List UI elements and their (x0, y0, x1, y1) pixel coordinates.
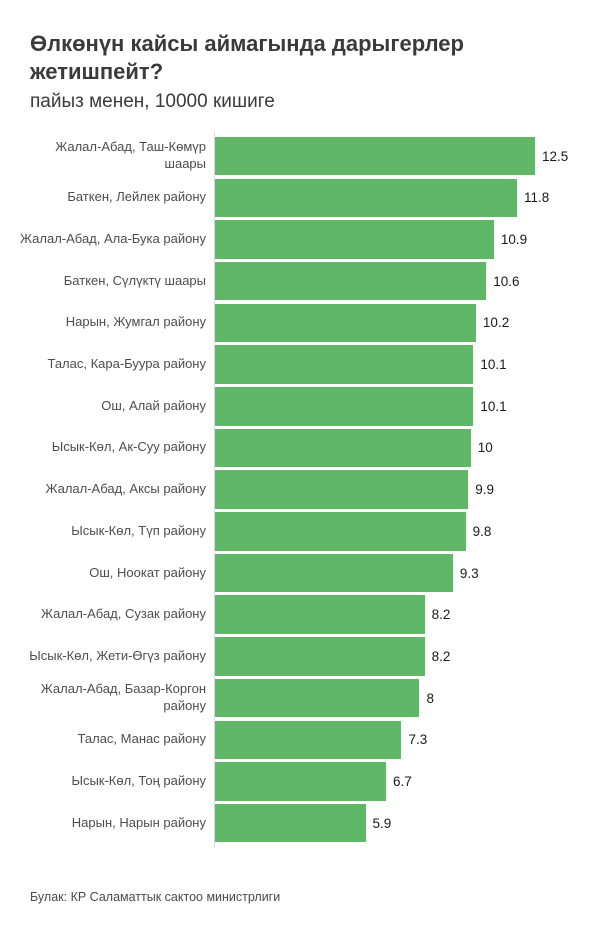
bar-row: Нарын, Жумгал району 10.2 (0, 303, 600, 343)
bar-category-label: Жалал-Абад, Аксы району (45, 481, 206, 497)
bar-track: 6.7 (214, 762, 600, 801)
bar-row: Жалал-Абад, Таш-Көмүр шаары 12.5 (0, 136, 600, 176)
source-note: Булак: КР Саламаттык сактоо министрлиги (30, 890, 281, 904)
bar (214, 261, 487, 301)
bar (214, 220, 494, 259)
bar-row: Жалал-Абад, Сузак району 8.2 (0, 595, 600, 634)
bar-chart: Жалал-Абад, Таш-Көмүр шаары 12.5 Баткен,… (0, 131, 600, 849)
bar-value-label: 11.8 (524, 190, 550, 206)
bar-category-label: Ысык-Көл, Тоң району (71, 772, 206, 788)
bar-value-label: 8 (426, 690, 434, 706)
bar-category-label: Баткен, Лейлек району (67, 189, 206, 205)
bar-category-label: Талас, Манас району (77, 731, 206, 747)
bar-value-label: 12.5 (542, 148, 569, 164)
bar-row: Жалал-Абад, Ала-Бука району 10.9 (0, 220, 600, 259)
bar (214, 720, 402, 759)
bar-track: 10.1 (214, 345, 600, 384)
bar (214, 470, 469, 509)
bar (214, 803, 366, 843)
bar-value-label: 9.3 (459, 565, 479, 581)
bar-category-label: Ысык-Көл, Ак-Суу району (51, 439, 206, 455)
bar-row: Жалал-Абад, Аксы району 9.9 (0, 470, 600, 509)
bar-category-label: Жалал-Абад, Базар-Коргон району (40, 681, 206, 714)
bar-category-label: Нарын, Нарын району (71, 814, 206, 830)
bar-value-label: 10.1 (480, 398, 507, 414)
bar-category-label: Жалал-Абад, Таш-Көмүр шаары (55, 139, 206, 172)
bar-value-label: 8.2 (431, 648, 451, 664)
bar-row: Талас, Кара-Буура району 10.1 (0, 345, 600, 384)
bar (214, 678, 420, 718)
bar (214, 345, 474, 384)
bar-track: 10.9 (214, 220, 600, 259)
bar (214, 303, 476, 343)
bar-track: 8.2 (214, 595, 600, 634)
chart-header: Өлкөнүн кайсы аймагында дарыгерлер жетиш… (0, 0, 600, 113)
bar (214, 178, 518, 218)
bar-track: 10.2 (214, 303, 600, 343)
bar (214, 553, 453, 593)
bar-track: 11.8 (214, 178, 600, 218)
bar-value-label: 10.1 (480, 357, 507, 373)
bar-value-label: 10.2 (482, 315, 510, 331)
chart-subtitle: пайыз менен, 10000 кишиге (30, 90, 275, 112)
bar (214, 762, 387, 801)
bar-value-label: 10.6 (493, 273, 520, 289)
bar-value-label: 7.3 (408, 732, 428, 748)
bar-row: Ош, Ноокат району 9.3 (0, 553, 600, 593)
bar-row: Ысык-Көл, Жети-Өгүз району 8.2 (0, 637, 600, 676)
bar (214, 428, 471, 468)
bar-category-label: Ош, Алай району (101, 397, 206, 413)
bar-value-label: 10.9 (500, 232, 528, 247)
bar-category-label: Жалал-Абад, Ала-Бука району (20, 231, 206, 247)
bar-row: Талас, Манас району 7.3 (0, 720, 600, 759)
bar-track: 10.1 (214, 387, 600, 426)
bar-value-label: 9.9 (475, 482, 494, 498)
bar-track: 10 (214, 428, 600, 468)
bar-row: Ысык-Көл, Түп району 9.8 (0, 512, 600, 551)
bar-track: 8 (214, 678, 600, 718)
bar (214, 387, 474, 426)
y-axis-line (214, 131, 215, 849)
bar-track: 9.9 (214, 470, 600, 509)
bar-category-label: Талас, Кара-Буура району (47, 356, 206, 372)
bar (214, 512, 466, 551)
bar-track: 9.3 (214, 553, 600, 593)
bar-row: Нарын, Нарын району 5.9 (0, 803, 600, 843)
bar-category-label: Жалал-Абад, Сузак району (41, 606, 206, 622)
bar-row: Ош, Алай району 10.1 (0, 387, 600, 426)
bar-track: 7.3 (214, 720, 600, 759)
bar-row: Жалал-Абад, Базар-Коргон району 8 (0, 678, 600, 718)
bar-category-label: Ысык-Көл, Жети-Өгүз району (29, 647, 206, 663)
bar-value-label: 10 (477, 440, 493, 456)
bar-row: Ысык-Көл, Тоң району 6.7 (0, 762, 600, 801)
bar-track: 12.5 (214, 136, 600, 176)
bar-track: 10.6 (214, 261, 600, 301)
bar-track: 9.8 (214, 512, 600, 551)
bar (214, 637, 425, 676)
bar (214, 595, 425, 634)
bar-track: 8.2 (214, 637, 600, 676)
bar-row: Баткен, Сүлүктү шаары 10.6 (0, 261, 600, 301)
bar-category-label: Нарын, Жумгал району (65, 314, 206, 330)
bar (214, 136, 535, 176)
bar-value-label: 8.2 (431, 607, 451, 623)
bar-category-label: Баткен, Сүлүктү шаары (63, 272, 206, 288)
bar-track: 5.9 (214, 803, 600, 843)
bar-category-label: Ош, Ноокат району (89, 564, 206, 580)
bar-row: Ысык-Көл, Ак-Суу району 10 (0, 428, 600, 468)
bar-value-label: 5.9 (372, 815, 392, 831)
bar-value-label: 6.7 (393, 773, 412, 789)
chart-title: Өлкөнүн кайсы аймагында дарыгерлер жетиш… (30, 31, 464, 84)
bar-row: Баткен, Лейлек району 11.8 (0, 178, 600, 218)
bar-category-label: Ысык-Көл, Түп району (71, 522, 206, 538)
bar-chart-rows: Жалал-Абад, Таш-Көмүр шаары 12.5 Баткен,… (0, 136, 600, 843)
bar-value-label: 9.8 (472, 523, 492, 539)
